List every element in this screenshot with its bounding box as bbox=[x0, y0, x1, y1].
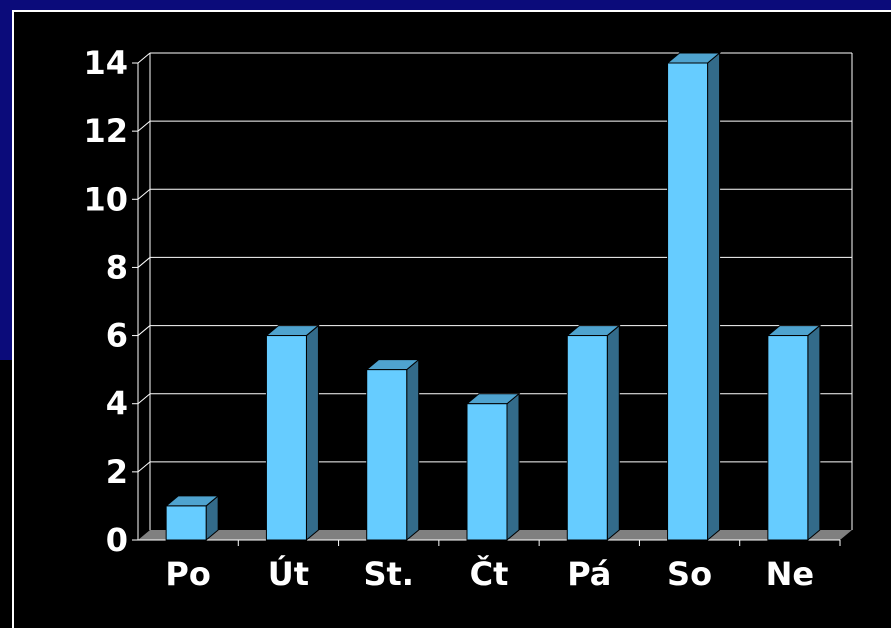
gridline-depth bbox=[137, 325, 151, 336]
bar-front bbox=[366, 369, 408, 541]
bar-side bbox=[807, 324, 821, 542]
bar-side bbox=[506, 392, 520, 542]
y-tick-label: 0 bbox=[106, 521, 128, 559]
bar-front bbox=[466, 403, 508, 541]
bar bbox=[666, 51, 721, 542]
slide-background-strip bbox=[0, 360, 14, 628]
bar bbox=[766, 324, 822, 542]
gridline-depth bbox=[137, 120, 151, 132]
x-category-label: Ne bbox=[766, 555, 814, 593]
bar bbox=[365, 358, 421, 542]
x-category-label: Pá bbox=[567, 555, 611, 593]
x-category-label: St. bbox=[363, 555, 414, 593]
bar bbox=[565, 324, 621, 542]
gridline-depth bbox=[137, 52, 151, 64]
bar-front bbox=[165, 505, 207, 541]
y-tick-label: 4 bbox=[106, 385, 128, 423]
x-category-label: Po bbox=[165, 555, 210, 593]
bar-side bbox=[707, 51, 721, 542]
bar bbox=[465, 392, 521, 542]
y-tick-label: 6 bbox=[106, 317, 128, 355]
y-axis-tick-labels: 0 2 4 6 8 10 12 14 bbox=[83, 44, 128, 559]
chart-frame bbox=[12, 10, 891, 628]
bar-front bbox=[667, 62, 709, 541]
gridline-depth bbox=[137, 461, 151, 473]
gridline-depth bbox=[137, 188, 151, 200]
bar-front bbox=[767, 335, 809, 541]
y-tick-label: 12 bbox=[83, 112, 128, 150]
bar-side bbox=[606, 324, 620, 542]
x-category-label: Čt bbox=[470, 554, 509, 593]
x-axis-category-labels: Po Út St. Čt Pá So Ne bbox=[165, 554, 814, 593]
bar-side bbox=[406, 358, 420, 542]
y-tick-label: 8 bbox=[106, 248, 128, 286]
bar-front bbox=[265, 335, 307, 541]
x-category-label: So bbox=[667, 555, 712, 593]
gridline-depth bbox=[137, 257, 151, 268]
y-tick-label: 10 bbox=[83, 180, 128, 218]
bar bbox=[265, 324, 320, 542]
bar-layer bbox=[164, 51, 822, 542]
bar-front bbox=[566, 335, 608, 541]
y-tick-label: 2 bbox=[106, 453, 128, 491]
gridline-depth bbox=[137, 393, 151, 405]
y-tick-label: 14 bbox=[83, 44, 128, 82]
bar-side bbox=[305, 324, 319, 542]
x-category-label: Út bbox=[268, 554, 309, 593]
bar bbox=[164, 494, 220, 542]
